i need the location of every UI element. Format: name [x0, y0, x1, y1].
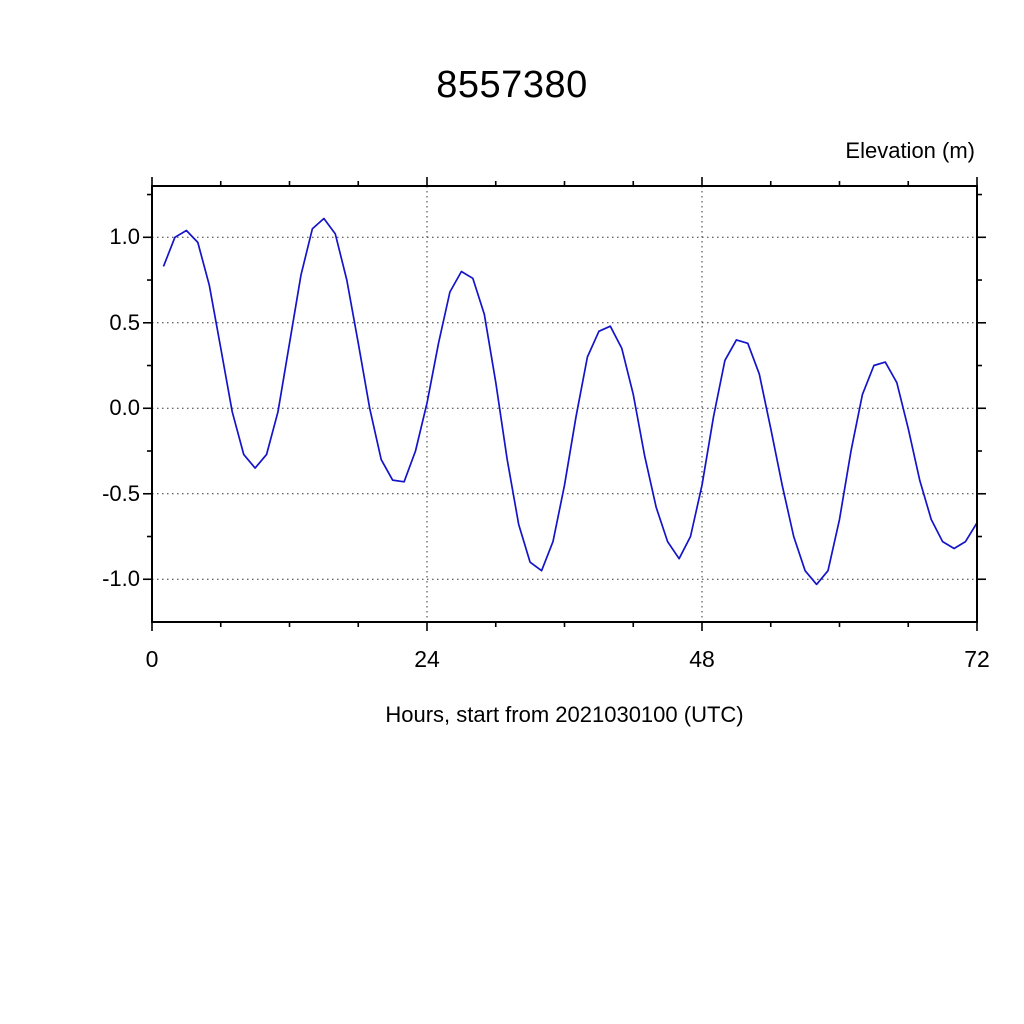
gridlines	[152, 186, 977, 622]
y-tick-label: 1.0	[109, 224, 140, 250]
y-tick-label: 0.0	[109, 395, 140, 421]
x-tick-label: 72	[964, 646, 990, 672]
elevation-series-line	[162, 217, 978, 586]
x-axis-label: Hours, start from 2021030100 (UTC)	[385, 702, 744, 727]
y-axis-title: Elevation (m)	[845, 138, 975, 163]
y-tick-label: -1.0	[102, 566, 140, 592]
axis-ticks	[143, 177, 986, 631]
y-tick-label: 0.5	[109, 309, 140, 335]
x-tick-label: 48	[689, 646, 715, 672]
x-tick-label: 0	[145, 646, 159, 672]
y-tick-label: -0.5	[102, 480, 140, 506]
x-tick-label: 24	[414, 646, 440, 672]
page-title: 8557380	[436, 64, 588, 106]
plot-frame	[151, 185, 978, 623]
